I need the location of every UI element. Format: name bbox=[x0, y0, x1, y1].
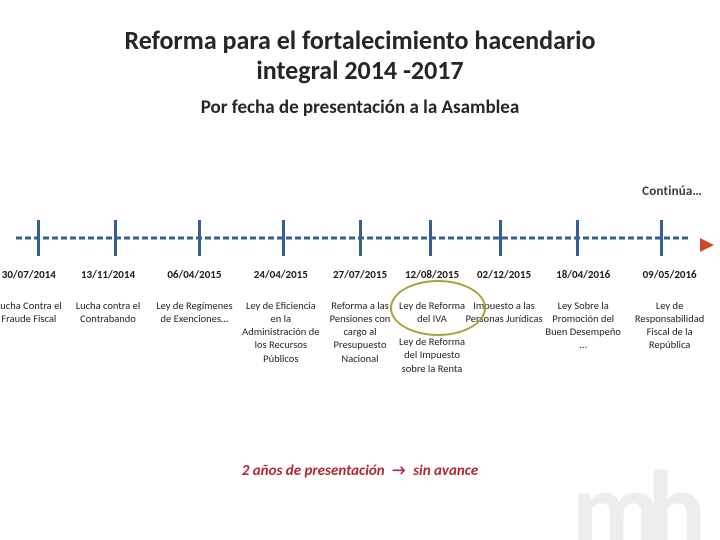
timeline-label: Ley de Reforma del IVA bbox=[392, 299, 472, 325]
timeline-date: 24/04/2015 bbox=[241, 268, 321, 281]
timeline-entry: 12/08/2015 Ley de Reforma del IVA Ley de R… bbox=[392, 268, 472, 375]
timeline-tick bbox=[198, 220, 201, 256]
slide-title: Reforma para el fortalecimiento hacendar… bbox=[0, 26, 720, 86]
timeline-date: 09/05/2016 bbox=[630, 268, 710, 281]
slide-title-line1: Reforma para el fortalecimiento hacendar… bbox=[124, 24, 595, 56]
timeline-date: 13/11/2014 bbox=[68, 268, 148, 281]
slide-subtitle: Por fecha de presentación a la Asamblea bbox=[0, 96, 720, 119]
watermark-logo: mh bbox=[571, 471, 692, 540]
footnote: 2 años de presentación → sin avance bbox=[0, 462, 720, 480]
timeline-tick bbox=[282, 220, 285, 256]
timeline-label-secondary: Ley de Reforma del Impuesto sobre la Ren… bbox=[392, 335, 472, 374]
timeline-date: 27/07/2015 bbox=[320, 268, 400, 281]
timeline-tick bbox=[576, 220, 579, 256]
timeline-label: Ley Sobre la Promoción del Buen Desempeñ… bbox=[543, 299, 623, 352]
timeline-entry: 02/12/2015 Impuesto a las Personas Jurídi… bbox=[464, 268, 544, 325]
footnote-suffix: sin avance bbox=[410, 462, 479, 480]
timeline-entry: 13/11/2014 Lucha contra el Contrabando bbox=[68, 268, 148, 325]
timeline-date: 30/07/2014 bbox=[0, 268, 69, 281]
timeline bbox=[10, 216, 710, 260]
timeline-entry: 30/07/2014 Lucha Contra el Fraude Fiscal bbox=[0, 268, 69, 325]
timeline-entry: 06/04/2015 Ley de Regímenes de Exenciones… bbox=[154, 268, 234, 325]
timeline-label: Reforma a las Pensiones con cargo al Pre… bbox=[320, 299, 400, 365]
timeline-tick bbox=[114, 220, 117, 256]
timeline-entry: 18/04/2016 Ley Sobre la Promoción del Bue… bbox=[543, 268, 623, 352]
continues-label: Continúa… bbox=[642, 184, 702, 199]
timeline-entry: 09/05/2016 Ley de Responsabilidad Fiscal … bbox=[630, 268, 710, 352]
timeline-label: Impuesto a las Personas Jurídicas bbox=[464, 299, 544, 325]
timeline-label: Ley de Eficiencia en la Administración d… bbox=[241, 299, 321, 365]
timeline-label: Lucha contra el Contrabando bbox=[68, 299, 148, 325]
footnote-prefix: 2 años de presentación bbox=[242, 462, 388, 480]
timeline-tick bbox=[37, 220, 40, 256]
timeline-tick bbox=[359, 220, 362, 256]
slide-title-line2: integral 2014 -2017 bbox=[256, 54, 463, 86]
timeline-date: 02/12/2015 bbox=[464, 268, 544, 281]
timeline-tick bbox=[429, 220, 432, 256]
timeline-date: 12/08/2015 bbox=[392, 268, 472, 281]
timeline-ticks bbox=[10, 216, 710, 260]
timeline-date: 06/04/2015 bbox=[154, 268, 234, 281]
timeline-label: Lucha Contra el Fraude Fiscal bbox=[0, 299, 69, 325]
timeline-label: Ley de Regímenes de Exenciones… bbox=[154, 299, 234, 325]
footnote-arrow-icon: → bbox=[388, 462, 410, 480]
timeline-tick bbox=[660, 220, 663, 256]
timeline-entry: 27/07/2015 Reforma a las Pensiones con ca… bbox=[320, 268, 400, 365]
timeline-date: 18/04/2016 bbox=[543, 268, 623, 281]
timeline-tick bbox=[499, 220, 502, 256]
timeline-entry: 24/04/2015 Ley de Eficiencia en la Admini… bbox=[241, 268, 321, 365]
timeline-label: Ley de Responsabilidad Fiscal de la Repú… bbox=[630, 299, 710, 352]
